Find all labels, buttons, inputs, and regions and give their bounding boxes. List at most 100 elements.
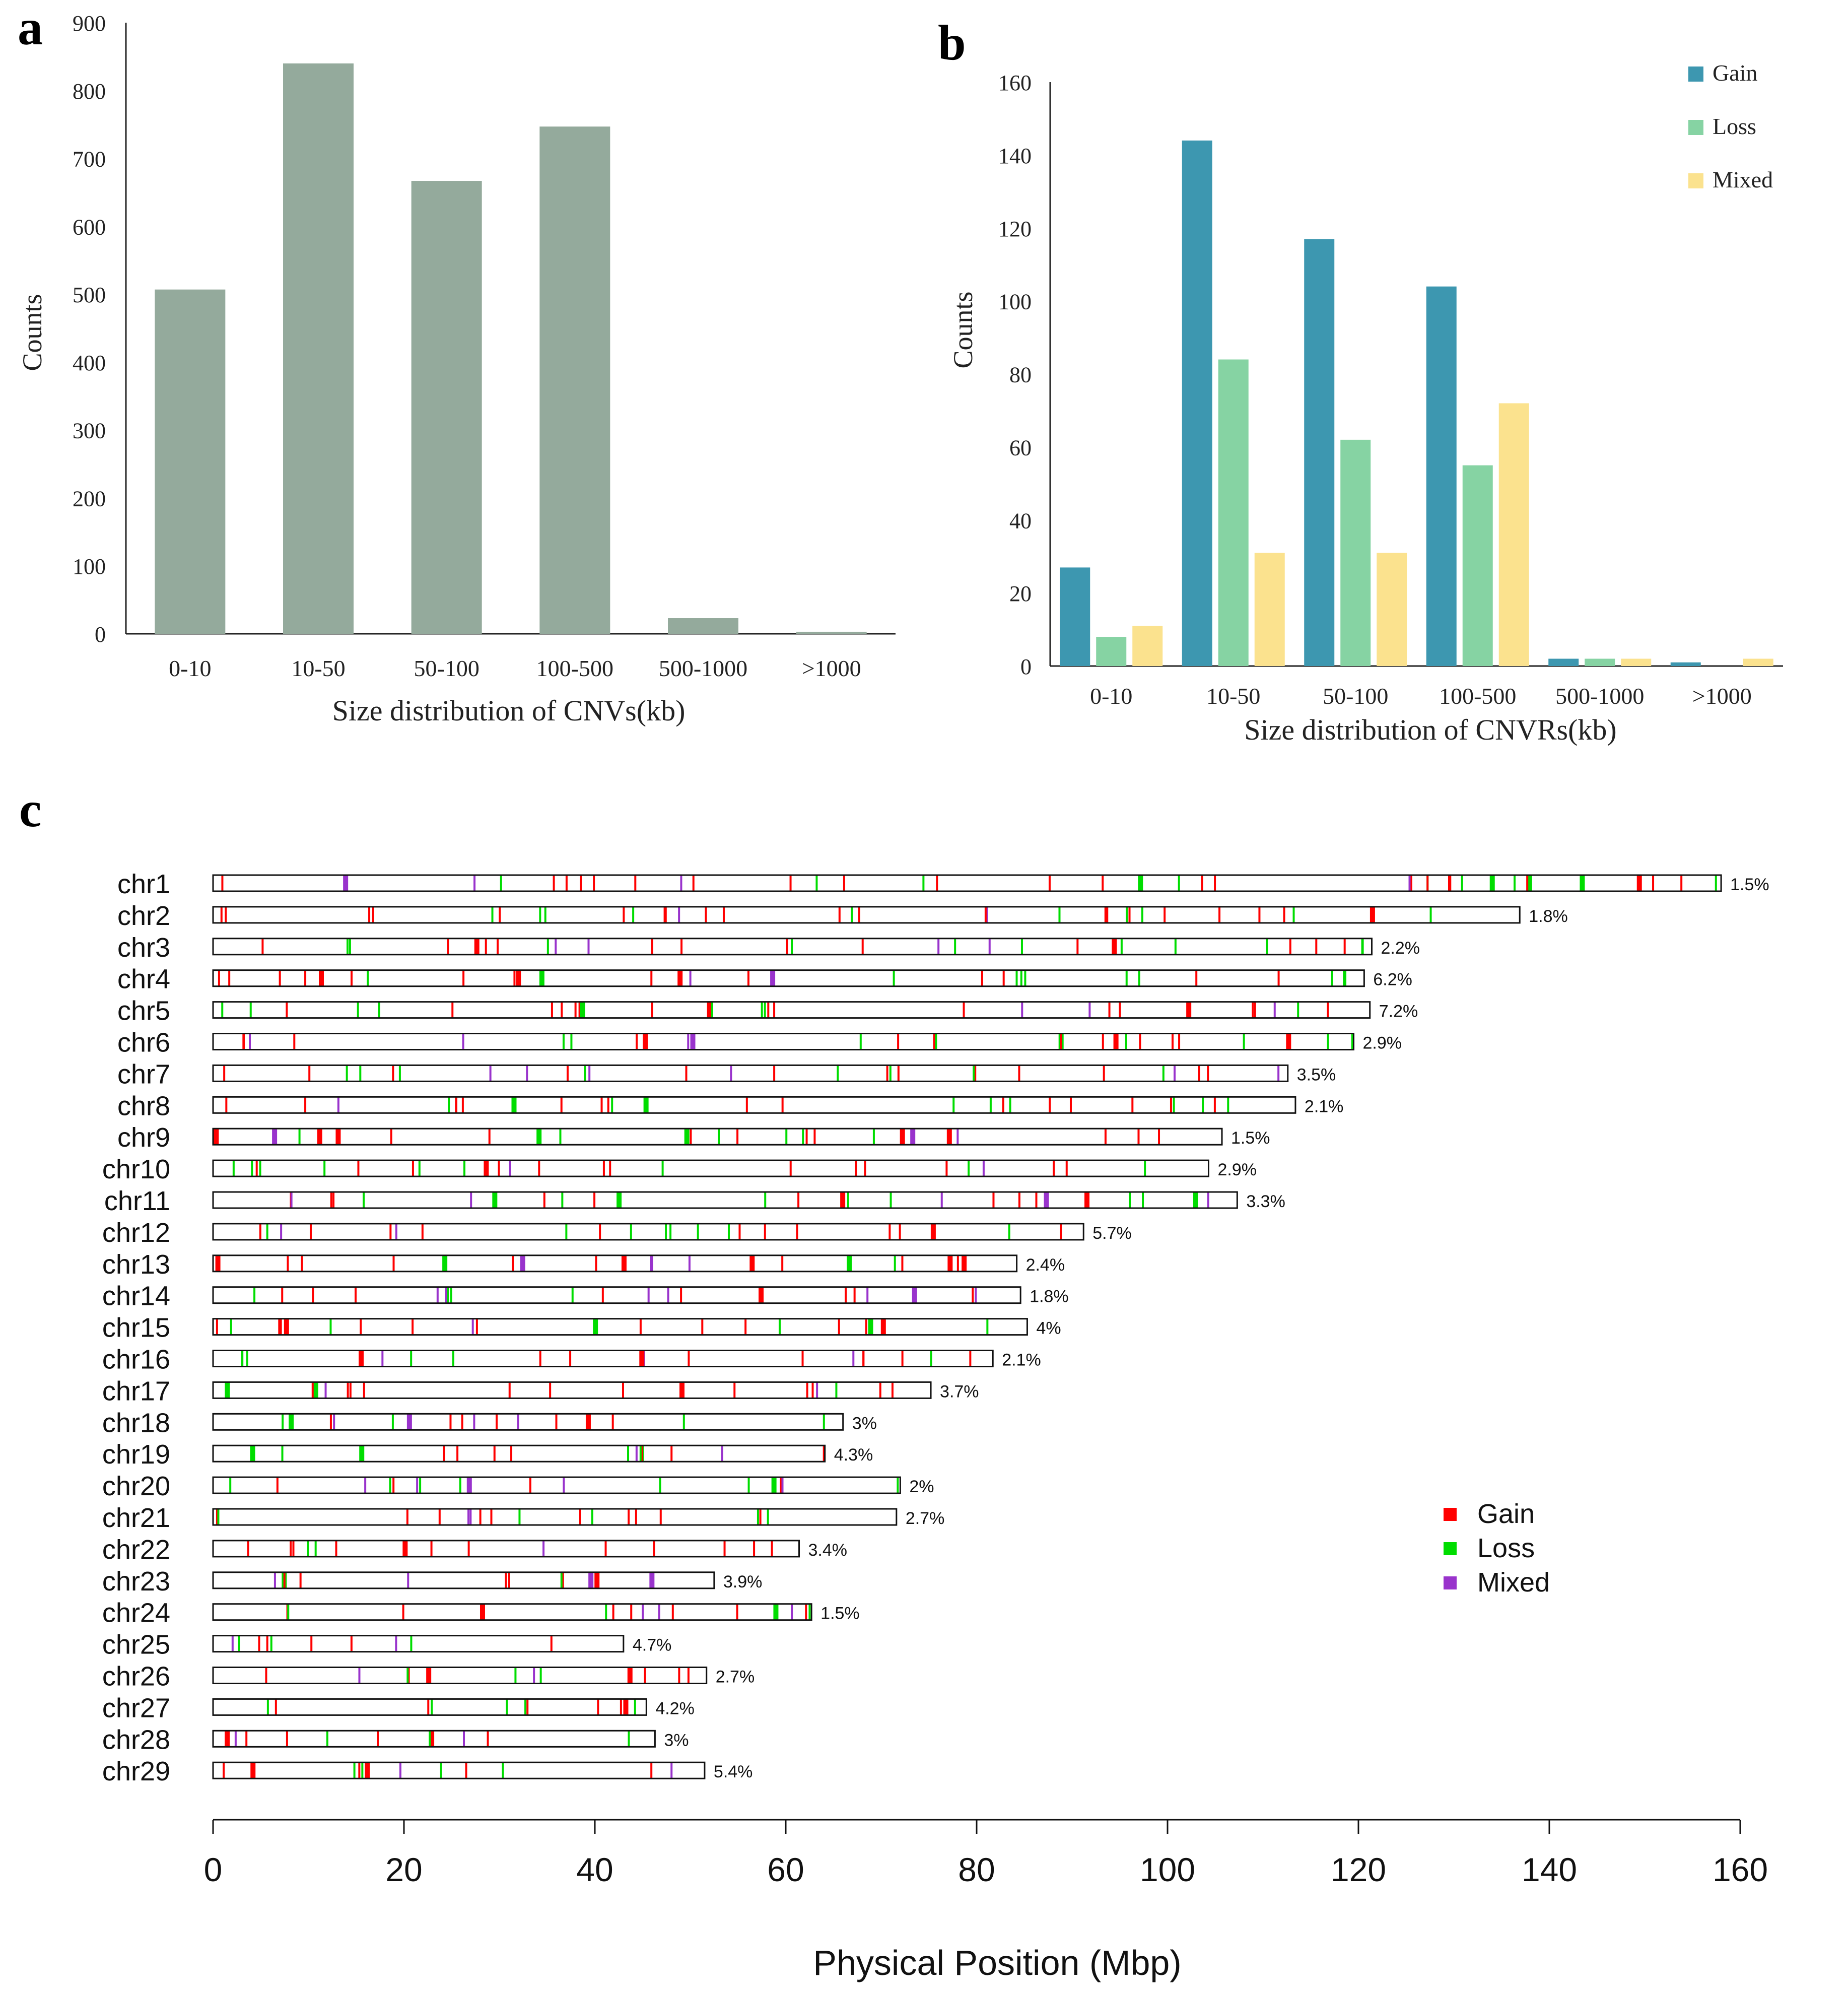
cnv-marker xyxy=(431,1699,433,1715)
cnv-marker xyxy=(474,938,480,955)
cnv-marker xyxy=(1715,875,1717,891)
cnv-marker xyxy=(1292,906,1295,923)
cnv-marker xyxy=(956,1255,959,1272)
cnv-marker xyxy=(463,1731,465,1747)
cnv-marker xyxy=(1163,906,1166,923)
cnv-marker xyxy=(910,1129,916,1145)
chromosome-label: chr14 xyxy=(102,1281,170,1311)
cnv-marker xyxy=(815,875,818,891)
cnv-marker xyxy=(360,1318,362,1335)
cnv-marker xyxy=(677,970,683,986)
cnv-marker xyxy=(736,1604,738,1620)
chromosome-bar xyxy=(212,1635,625,1653)
chromosome-bar xyxy=(212,1286,1021,1304)
bar-mixed xyxy=(1498,403,1529,666)
cnv-marker xyxy=(249,1033,251,1050)
cnv-marker xyxy=(753,1540,756,1557)
cnv-marker xyxy=(365,1762,370,1779)
cnv-marker xyxy=(1327,1033,1329,1050)
cnv-marker xyxy=(526,1699,529,1715)
cnv-marker xyxy=(847,1192,849,1208)
cnv-marker xyxy=(605,1604,607,1620)
bar-mixed xyxy=(1254,553,1285,666)
cnv-marker xyxy=(492,1192,498,1208)
cnv-marker xyxy=(225,1731,230,1747)
cnv-marker xyxy=(1277,1065,1280,1082)
bar-mixed xyxy=(1377,553,1407,666)
cnv-marker xyxy=(242,1033,245,1050)
cnv-marker xyxy=(1053,1160,1055,1177)
chromosome-bar xyxy=(212,1413,844,1431)
cnv-marker xyxy=(1258,906,1261,923)
cnv-marker xyxy=(747,1477,750,1494)
cnv-marker xyxy=(585,1414,591,1430)
y-tick-label: 120 xyxy=(998,217,1032,241)
cnv-marker xyxy=(284,1318,289,1335)
cnv-marker xyxy=(639,1445,642,1462)
cnv-marker xyxy=(580,1002,585,1018)
cnv-marker xyxy=(628,1509,630,1525)
cnv-marker xyxy=(1408,875,1411,891)
cnv-marker xyxy=(773,1604,779,1620)
cnv-marker xyxy=(389,1477,391,1494)
cnv-marker xyxy=(1049,1097,1051,1113)
cnv-marker xyxy=(697,1223,699,1240)
chromosome-label: chr9 xyxy=(117,1122,170,1153)
cnv-marker xyxy=(1104,906,1107,923)
y-tick-label: 300 xyxy=(73,419,106,443)
cnv-marker xyxy=(1024,970,1026,986)
cnv-marker xyxy=(661,1160,664,1177)
cnv-marker xyxy=(937,938,940,955)
cnv-marker xyxy=(1636,875,1642,891)
cnv-marker xyxy=(1084,1192,1090,1208)
cnv-marker xyxy=(357,1002,359,1018)
cnv-marker xyxy=(427,1699,430,1715)
cnv-marker xyxy=(579,1509,581,1525)
cnv-marker xyxy=(418,1160,421,1177)
chromosome-bar xyxy=(212,1761,706,1779)
cnv-marker xyxy=(489,1065,492,1082)
chromosome-percent: 2% xyxy=(909,1477,934,1496)
cnv-marker xyxy=(986,906,988,923)
cnv-marker xyxy=(429,1731,431,1747)
cnv-marker xyxy=(1426,875,1429,891)
cnv-marker xyxy=(448,1097,450,1113)
cnv-marker xyxy=(314,1540,317,1557)
y-tick-label: 100 xyxy=(73,554,106,579)
cnv-marker xyxy=(912,1287,917,1303)
cnv-marker xyxy=(283,1572,286,1588)
chromosome-label: chr10 xyxy=(102,1154,170,1184)
cnv-marker xyxy=(705,906,707,923)
cnv-marker xyxy=(234,1731,237,1747)
cnv-marker xyxy=(1120,938,1123,955)
cnv-marker xyxy=(313,1382,318,1399)
cnv-marker xyxy=(1273,1002,1276,1018)
cnv-marker xyxy=(992,1192,995,1208)
cnv-marker xyxy=(223,1065,226,1082)
cnv-marker xyxy=(518,1509,521,1525)
cnv-marker xyxy=(363,1382,365,1399)
cnv-marker xyxy=(496,1414,498,1430)
cnv-marker xyxy=(838,906,841,923)
cnv-marker xyxy=(462,970,465,986)
cnv-marker xyxy=(1289,938,1291,955)
chromosome-label: chr1 xyxy=(117,869,170,899)
cnv-marker xyxy=(412,1318,414,1335)
cnv-marker xyxy=(639,1318,642,1335)
cnv-marker xyxy=(1361,938,1364,955)
cnv-marker xyxy=(430,1540,433,1557)
chromosome-percent: 2.2% xyxy=(1381,939,1420,958)
cnv-marker xyxy=(1207,1065,1209,1082)
cnv-marker xyxy=(880,1318,886,1335)
cnv-marker xyxy=(767,1002,770,1018)
cnv-marker xyxy=(1652,875,1655,891)
x-tick-label: 160 xyxy=(1713,1851,1768,1888)
cnv-marker xyxy=(744,1318,747,1335)
cnv-marker xyxy=(309,1223,312,1240)
cnv-marker xyxy=(602,1160,605,1177)
cnv-marker xyxy=(680,1287,682,1303)
cnv-marker xyxy=(312,1287,314,1303)
chromosome-percent: 2.9% xyxy=(1217,1160,1257,1179)
cnv-marker xyxy=(357,1160,360,1177)
chromosome-bar xyxy=(212,1350,994,1367)
